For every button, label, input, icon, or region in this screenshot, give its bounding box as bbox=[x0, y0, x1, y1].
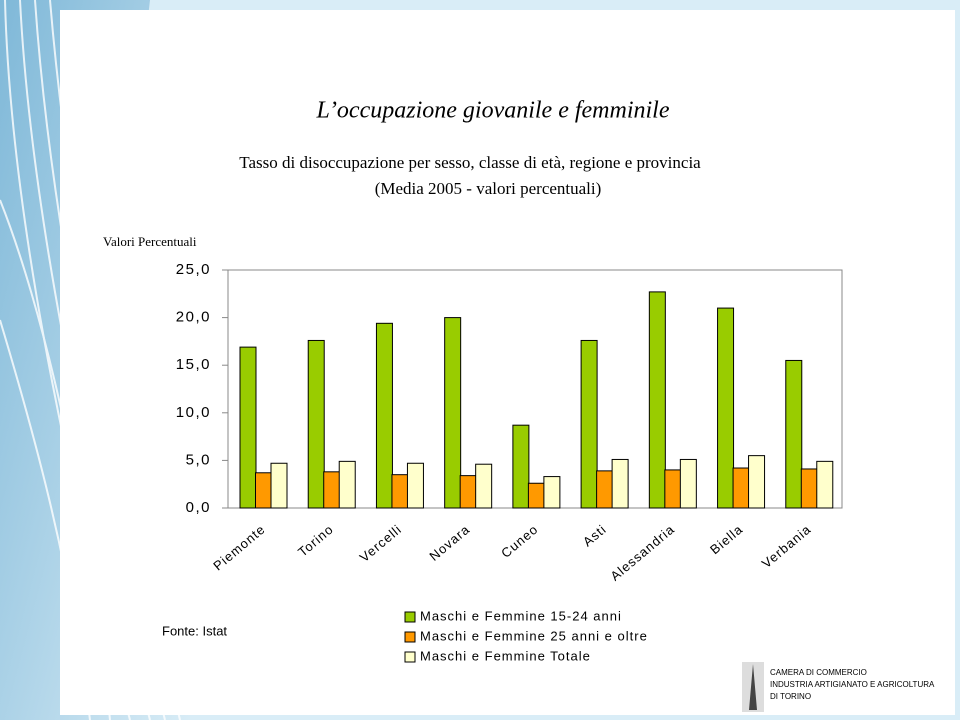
bar bbox=[580, 339, 598, 509]
y-axis-label: Valori Percentuali bbox=[103, 234, 197, 249]
bar bbox=[748, 455, 766, 509]
legend-label: Maschi e Femmine Totale bbox=[420, 648, 591, 663]
source: Fonte: Istat bbox=[162, 623, 227, 638]
bar bbox=[527, 482, 545, 509]
bar bbox=[270, 462, 288, 509]
bar bbox=[459, 475, 477, 509]
bar bbox=[679, 458, 697, 509]
logo-text: INDUSTRIA ARTIGIANATO E AGRICOLTURA bbox=[770, 680, 935, 689]
bar bbox=[239, 346, 257, 509]
bar bbox=[475, 463, 493, 509]
legend-swatch bbox=[404, 611, 416, 623]
y-tick-label: 0,0 bbox=[186, 499, 211, 516]
y-tick-label: 10,0 bbox=[176, 404, 211, 421]
y-tick-label: 20,0 bbox=[176, 309, 211, 326]
logo-text: DI TORINO bbox=[770, 692, 811, 701]
title: L’occupazione giovanile e femminile bbox=[315, 98, 669, 124]
bar bbox=[512, 424, 530, 509]
plot-frame bbox=[227, 269, 843, 509]
legend-label: Maschi e Femmine 15-24 anni bbox=[420, 608, 622, 623]
bar bbox=[391, 474, 409, 509]
legend-swatch bbox=[404, 631, 416, 643]
bar bbox=[664, 469, 682, 509]
legend-label: Maschi e Femmine 25 anni e oltre bbox=[420, 628, 648, 643]
bar bbox=[732, 467, 750, 509]
bar bbox=[800, 468, 818, 509]
bar bbox=[596, 470, 614, 509]
bar bbox=[543, 476, 561, 509]
y-tick-label: 25,0 bbox=[176, 261, 211, 278]
subtitle: Tasso di disoccupazione per sesso, class… bbox=[239, 153, 701, 172]
bar bbox=[648, 291, 666, 509]
content-area bbox=[60, 10, 955, 715]
bar bbox=[323, 471, 341, 509]
bar bbox=[255, 472, 272, 509]
bar bbox=[717, 307, 735, 509]
legend-swatch bbox=[404, 651, 416, 663]
y-tick-label: 15,0 bbox=[176, 356, 211, 373]
subtitle: (Media 2005 - valori percentuali) bbox=[375, 179, 602, 198]
logo-text: CAMERA DI COMMERCIO bbox=[770, 668, 867, 677]
bar bbox=[307, 339, 325, 509]
logo-icon bbox=[749, 664, 757, 710]
bar bbox=[406, 462, 424, 509]
bar bbox=[785, 359, 803, 509]
bar bbox=[444, 317, 462, 509]
bar bbox=[375, 322, 393, 509]
bar bbox=[338, 460, 356, 509]
bar bbox=[611, 458, 629, 509]
bar bbox=[816, 460, 834, 509]
y-tick-label: 5,0 bbox=[186, 451, 211, 468]
